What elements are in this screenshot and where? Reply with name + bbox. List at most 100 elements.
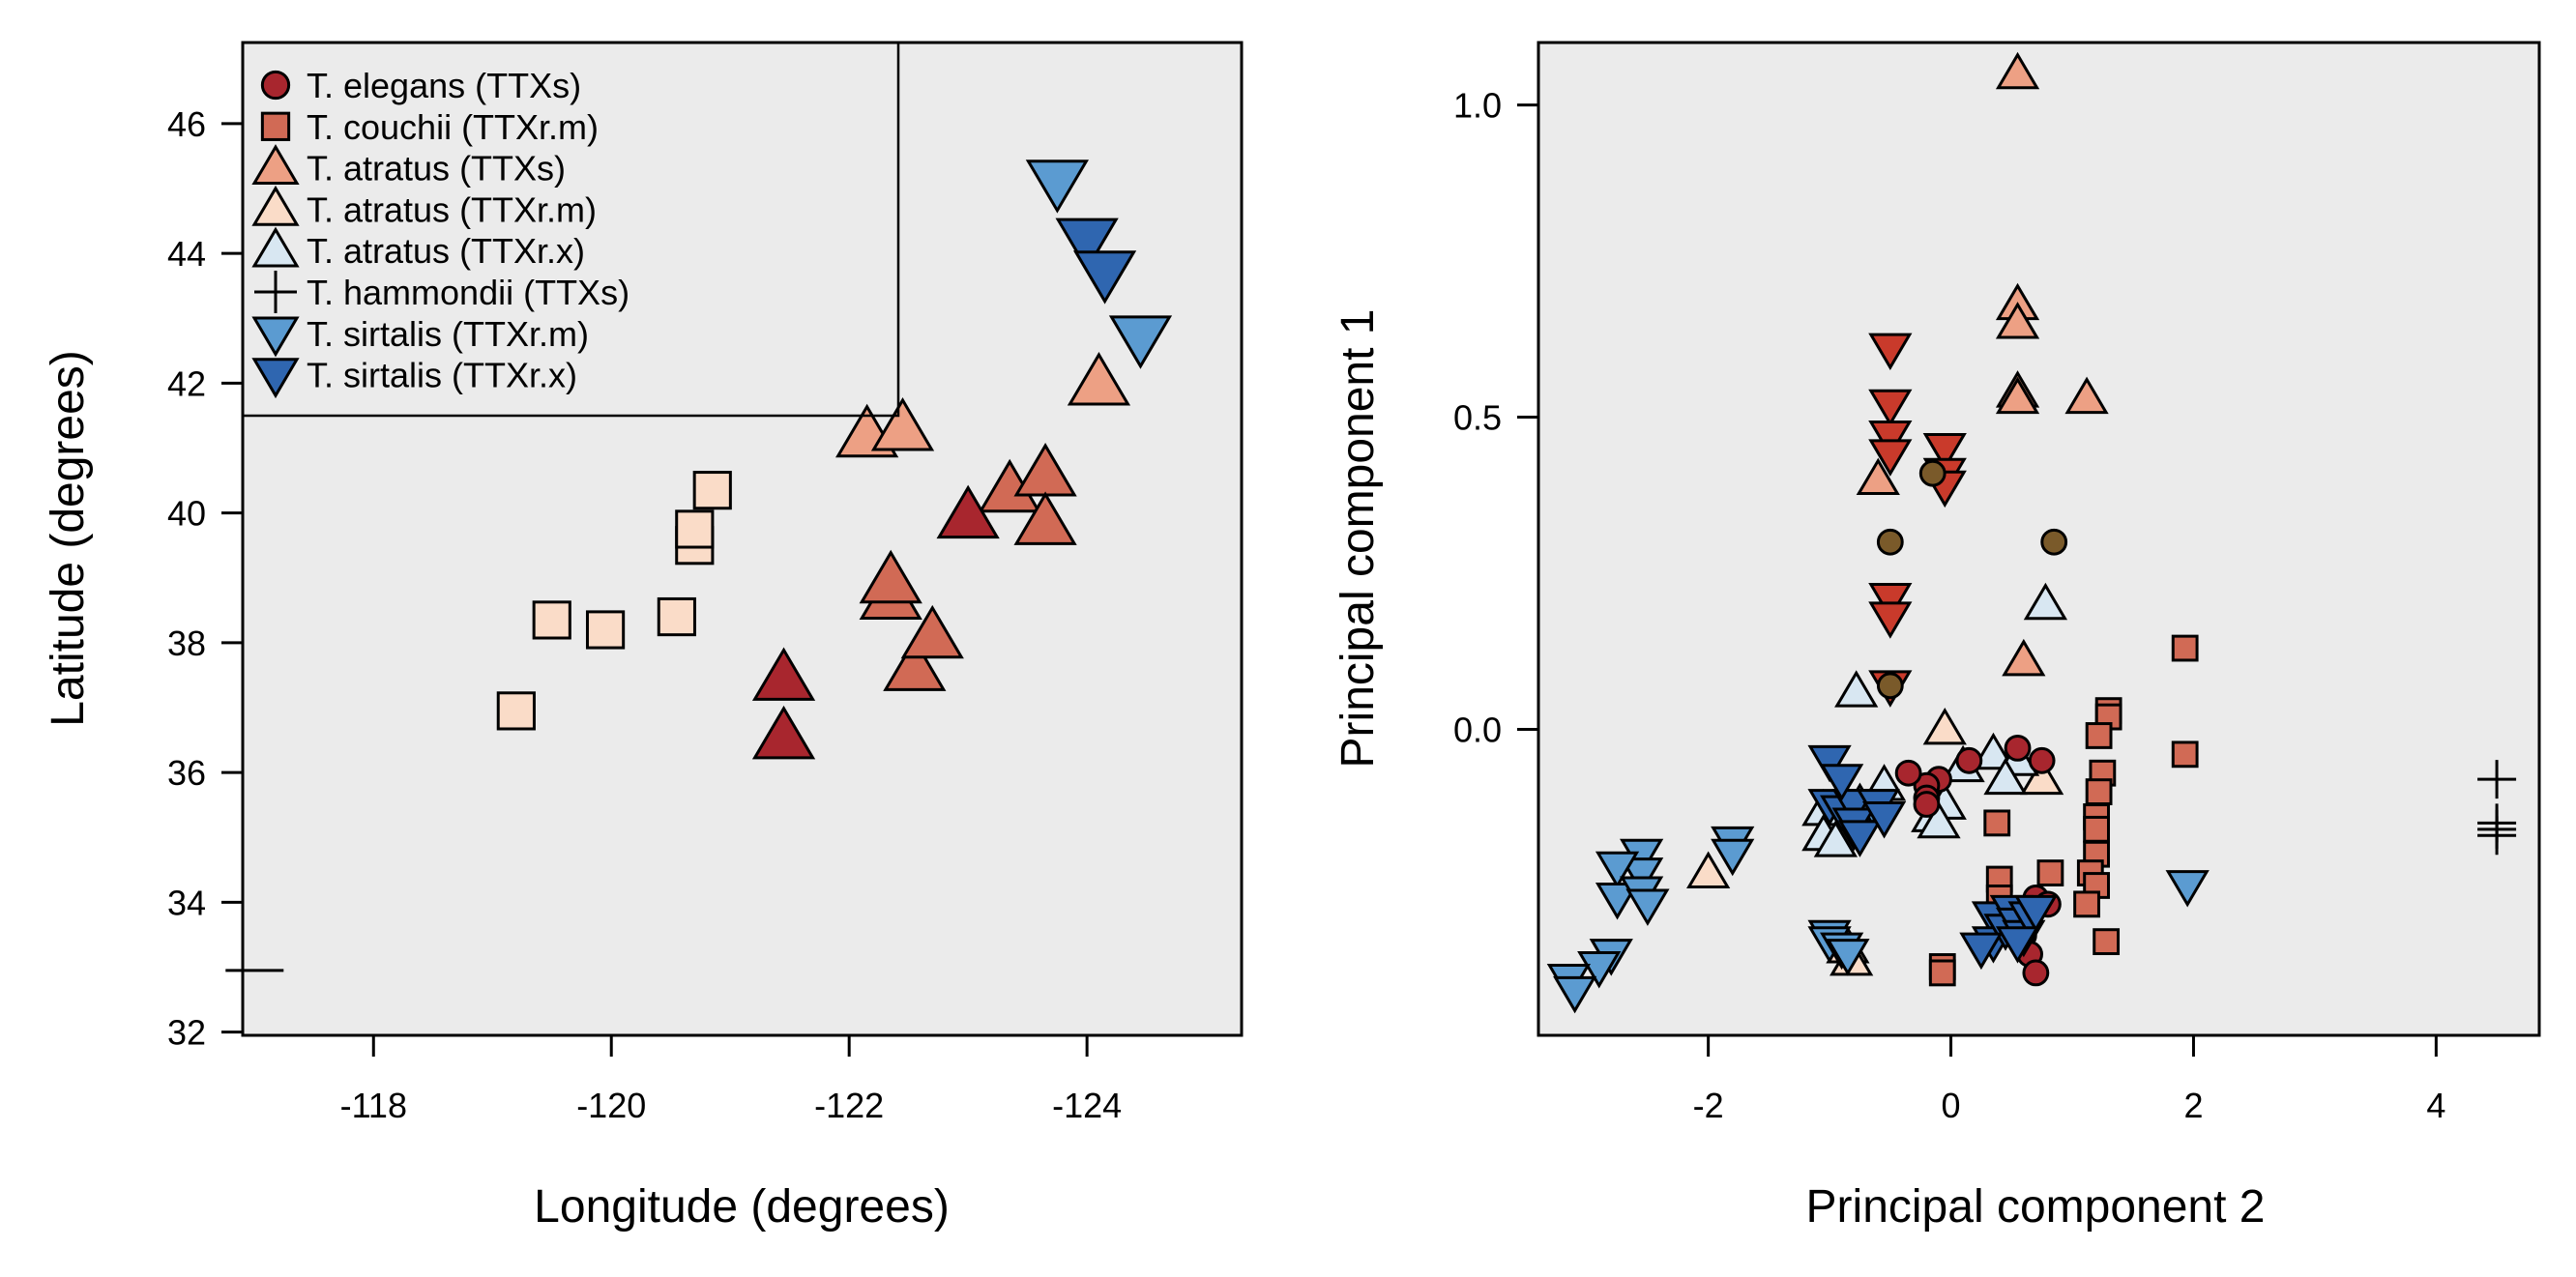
data-point-square <box>532 600 571 640</box>
data-point-triangle-down <box>1620 857 1664 895</box>
data-point-triangle-up <box>1983 757 2028 796</box>
data-point-square <box>2171 634 2199 662</box>
data-point-triangle-up <box>1013 491 1077 545</box>
data-point-circle <box>1913 791 1941 818</box>
data-point-triangle-up <box>751 647 816 701</box>
data-point-triangle-up <box>936 484 1000 539</box>
x-tick-label: -2 <box>1693 1086 1724 1125</box>
data-point-triangle-down <box>1868 582 1913 621</box>
y-tick-label: 36 <box>167 753 206 793</box>
x-tick-label: 0 <box>1942 1086 1961 1125</box>
legend-label: T. sirtalis (TTXr.x) <box>307 356 577 395</box>
data-point-square <box>2093 928 2121 956</box>
legend-label: T. atratus (TTXr.x) <box>307 231 585 271</box>
data-point-square <box>1983 809 2011 837</box>
data-point-triangle-down <box>1995 926 2040 964</box>
legend-label: T. couchii (TTXr.m) <box>307 107 599 147</box>
data-point-triangle-up <box>1917 800 1961 839</box>
data-point-square <box>2171 740 2199 769</box>
data-point-triangle-down <box>1861 801 1907 839</box>
legend-marker-triangle-down <box>251 316 300 358</box>
data-point-square <box>692 471 732 510</box>
y-tick-label: 40 <box>167 494 206 534</box>
data-point-triangle-down <box>1553 975 1597 1014</box>
data-point-triangle-down <box>1025 160 1090 214</box>
pca-scatter-panel: -2 0 2 4 0.0 0.5 1.0 Principal component 2 Princ… <box>1332 41 2541 1233</box>
data-point-triangle-up <box>870 397 935 451</box>
legend-marker-square <box>260 111 291 141</box>
data-point-triangle-up <box>1971 732 2016 770</box>
data-point-plus <box>2477 760 2517 799</box>
x-tick-label: -120 <box>576 1086 646 1125</box>
data-point-square <box>1928 959 1956 987</box>
data-point-triangle-up <box>900 604 964 659</box>
data-point-square <box>2036 859 2064 886</box>
legend-label: T. elegans (TTXs) <box>307 66 581 105</box>
legend-label: T. hammondii (TTXs) <box>307 273 629 312</box>
legend-label: T. atratus (TTXs) <box>307 149 566 189</box>
data-point-triangle-down <box>1711 838 1755 877</box>
x-tick-label: -118 <box>340 1086 407 1125</box>
data-point-plus <box>2477 816 2517 856</box>
data-point-triangle-up <box>1686 851 1731 888</box>
y-axis-label: Latitude (degrees) <box>43 350 94 727</box>
data-point-triangle-up <box>1922 707 1967 745</box>
data-point-circle <box>1876 672 1904 700</box>
y-axis-label: Principal component 1 <box>1332 309 1384 769</box>
data-point-circle <box>2004 734 2032 762</box>
data-point-circle <box>2028 746 2056 774</box>
data-point-triangle-up <box>2064 376 2109 415</box>
data-point-square <box>2073 890 2100 918</box>
x-axis-label: Principal component 2 <box>1806 1181 2266 1233</box>
data-point-triangle-up <box>1995 302 2040 339</box>
data-point-triangle-down <box>1108 315 1173 369</box>
x-tick-label: -122 <box>814 1086 884 1125</box>
data-point-triangle-up <box>2020 757 2064 796</box>
data-point-triangle-up <box>883 637 947 691</box>
data-point-square <box>2083 815 2110 843</box>
y-tick-label: 1.0 <box>1453 86 1502 126</box>
plot-frame <box>1537 41 2541 1037</box>
legend-marker-triangle-up <box>251 226 300 268</box>
data-point-triangle-down <box>1055 218 1119 273</box>
data-point-square <box>2085 778 2113 805</box>
data-point-triangle-down <box>1595 882 1640 920</box>
data-point-triangle-up <box>1834 670 1879 708</box>
data-point-triangle-down <box>1837 820 1883 857</box>
data-point-triangle-down <box>2013 894 2058 933</box>
x-axis-label: Longitude (degrees) <box>534 1181 950 1233</box>
legend-marker-triangle-up <box>251 144 300 185</box>
legend-marker-plus <box>254 271 297 313</box>
data-point-triangle-down <box>1595 851 1640 889</box>
x-tick-label: 4 <box>2426 1086 2445 1125</box>
data-point-triangle-down <box>1577 951 1622 989</box>
y-tick-label: 42 <box>167 363 206 403</box>
data-point-circle <box>1894 759 1922 787</box>
data-point-triangle-up <box>1995 51 2040 90</box>
y-tick-label: 32 <box>167 1013 206 1053</box>
data-point-triangle-down <box>1625 888 1670 926</box>
x-tick-label: -124 <box>1052 1086 1122 1125</box>
y-tick-label: 0.5 <box>1453 398 1502 438</box>
legend-marker-triangle-down <box>251 358 300 399</box>
data-point-triangle-down <box>1868 439 1913 477</box>
plot-background <box>243 43 1242 1035</box>
data-point-triangle-down <box>1868 601 1913 639</box>
data-point-square <box>2085 722 2113 749</box>
y-tick-label: 0.0 <box>1453 711 1502 750</box>
data-point-circle <box>2040 528 2068 556</box>
data-point-circle <box>1918 459 1947 487</box>
data-point-square <box>585 610 626 650</box>
data-point-triangle-up <box>1856 457 1900 496</box>
map-scatter-panel: -118 -120 -122 -124 32 34 36 38 40 42 44 46 Longitud… <box>43 41 1244 1233</box>
data-point-square <box>496 691 536 731</box>
x-tick-label: 2 <box>2183 1086 2203 1125</box>
y-tick-label: 44 <box>167 234 206 274</box>
data-point-triangle-down <box>1922 432 1967 471</box>
data-point-triangle-down <box>1820 764 1864 801</box>
data-point-triangle-up <box>1813 820 1858 857</box>
data-point-triangle-down <box>1868 421 1913 458</box>
plot-frame <box>241 41 1244 1037</box>
